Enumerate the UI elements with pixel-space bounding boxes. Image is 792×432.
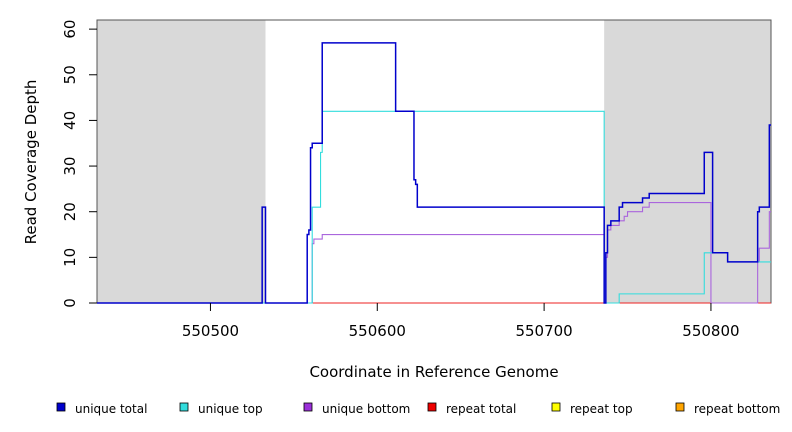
- y-tick-label: 20: [61, 202, 79, 221]
- shaded-region-2: [604, 20, 771, 303]
- legend-label-unique-total: unique total: [75, 402, 147, 416]
- legend-swatch-repeat-top: [551, 402, 561, 412]
- x-tick-label: 550800: [682, 322, 739, 340]
- legend-label-repeat-top: repeat top: [570, 402, 633, 416]
- legend-label-repeat-total: repeat total: [446, 402, 516, 416]
- series-unique-total: [97, 42, 771, 304]
- legend-swatch-repeat-total: [427, 402, 437, 412]
- legend-label-repeat-bottom: repeat bottom: [694, 402, 780, 416]
- y-tick-label: 30: [61, 157, 79, 176]
- x-tick-label: 550600: [349, 322, 406, 340]
- shaded-region-1: [97, 20, 266, 303]
- x-tick-label: 550700: [515, 322, 572, 340]
- legend-swatch-unique-bottom: [303, 402, 313, 412]
- y-axis: 0 10 20 30 40 50 60: [61, 20, 97, 308]
- shaded-regions: [97, 20, 771, 303]
- y-axis-title: Read Coverage Depth: [22, 80, 40, 245]
- y-tick-label: 0: [61, 298, 79, 308]
- x-tick-label: 550500: [182, 322, 239, 340]
- x-axis-title: Coordinate in Reference Genome: [309, 363, 558, 381]
- series-layer: [97, 42, 771, 304]
- legend-swatch-repeat-bottom: [675, 402, 685, 412]
- series-unique-bottom: [97, 202, 771, 304]
- y-tick-label: 10: [61, 248, 79, 267]
- y-tick-label: 50: [61, 65, 79, 84]
- y-tick-label: 60: [61, 20, 79, 39]
- x-axis: 550500 550600 550700 550800: [182, 303, 740, 340]
- legend: unique total unique top unique bottom repea…: [56, 402, 780, 416]
- legend-swatch-unique-total: [56, 402, 66, 412]
- legend-swatch-unique-top: [179, 402, 189, 412]
- legend-label-unique-bottom: unique bottom: [322, 402, 410, 416]
- y-tick-label: 40: [61, 111, 79, 130]
- legend-label-unique-top: unique top: [198, 402, 263, 416]
